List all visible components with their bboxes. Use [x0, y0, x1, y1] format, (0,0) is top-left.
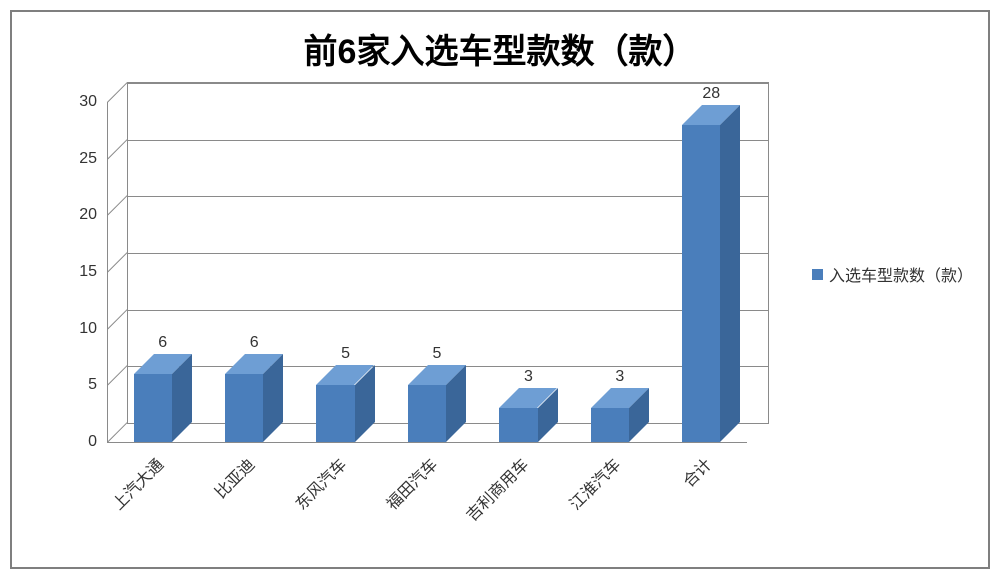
chart-title: 前6家入选车型款数（款）: [12, 24, 988, 73]
data-label: 3: [524, 368, 533, 386]
legend-swatch: [812, 269, 823, 280]
grid-line: [128, 83, 768, 84]
grid-edge: [107, 82, 128, 103]
grid-edge: [107, 252, 128, 273]
grid-edge: [107, 365, 128, 386]
y-tick-label: 30: [79, 93, 97, 111]
bar: [134, 374, 172, 442]
bar-front: [225, 374, 263, 442]
data-label: 6: [158, 334, 167, 352]
axis-y: [107, 102, 108, 442]
bar-front: [134, 374, 172, 442]
grid-line: [128, 253, 768, 254]
bar-front: [316, 385, 354, 442]
grid-edge: [107, 195, 128, 216]
x-tick-label: 江淮汽车: [563, 452, 625, 514]
grid-edge: [107, 309, 128, 330]
data-label: 6: [250, 334, 259, 352]
grid-line: [128, 140, 768, 141]
plot-area: 0510152025306上汽大通6比亚迪5东风汽车5福田汽车3吉利商用车3江淮…: [107, 102, 747, 442]
y-tick-label: 25: [79, 150, 97, 168]
data-label: 5: [433, 345, 442, 363]
x-tick-label: 合计: [677, 452, 717, 492]
grid-line: [128, 310, 768, 311]
bar-front: [408, 385, 446, 442]
grid-line: [128, 196, 768, 197]
bar: [408, 385, 446, 442]
bar-front: [682, 125, 720, 442]
bar: [225, 374, 263, 442]
x-tick-label: 福田汽车: [380, 452, 442, 514]
bar-front: [499, 408, 537, 442]
bar: [499, 408, 537, 442]
data-label: 5: [341, 345, 350, 363]
bar: [316, 385, 354, 442]
bar-side: [720, 105, 740, 442]
y-tick-label: 5: [88, 376, 97, 394]
x-tick-label: 东风汽车: [288, 452, 350, 514]
axis-x: [107, 442, 747, 443]
data-label: 28: [702, 85, 720, 103]
x-tick-label: 吉利商用车: [460, 452, 534, 526]
y-tick-label: 20: [79, 206, 97, 224]
legend-label: 入选车型款数（款）: [829, 262, 973, 286]
y-tick-label: 0: [88, 433, 97, 451]
x-tick-label: 上汽大通: [105, 452, 167, 514]
grid-edge: [107, 139, 128, 160]
y-tick-label: 10: [79, 320, 97, 338]
y-tick-label: 15: [79, 263, 97, 281]
x-tick-label: 比亚迪: [208, 452, 259, 503]
legend: 入选车型款数（款）: [812, 262, 973, 286]
chart-frame: 前6家入选车型款数（款） 商用汽车总站 0510152025306上汽大通6比亚…: [10, 10, 990, 569]
data-label: 3: [615, 368, 624, 386]
bar: [591, 408, 629, 442]
bar-front: [591, 408, 629, 442]
bar: [682, 125, 720, 442]
